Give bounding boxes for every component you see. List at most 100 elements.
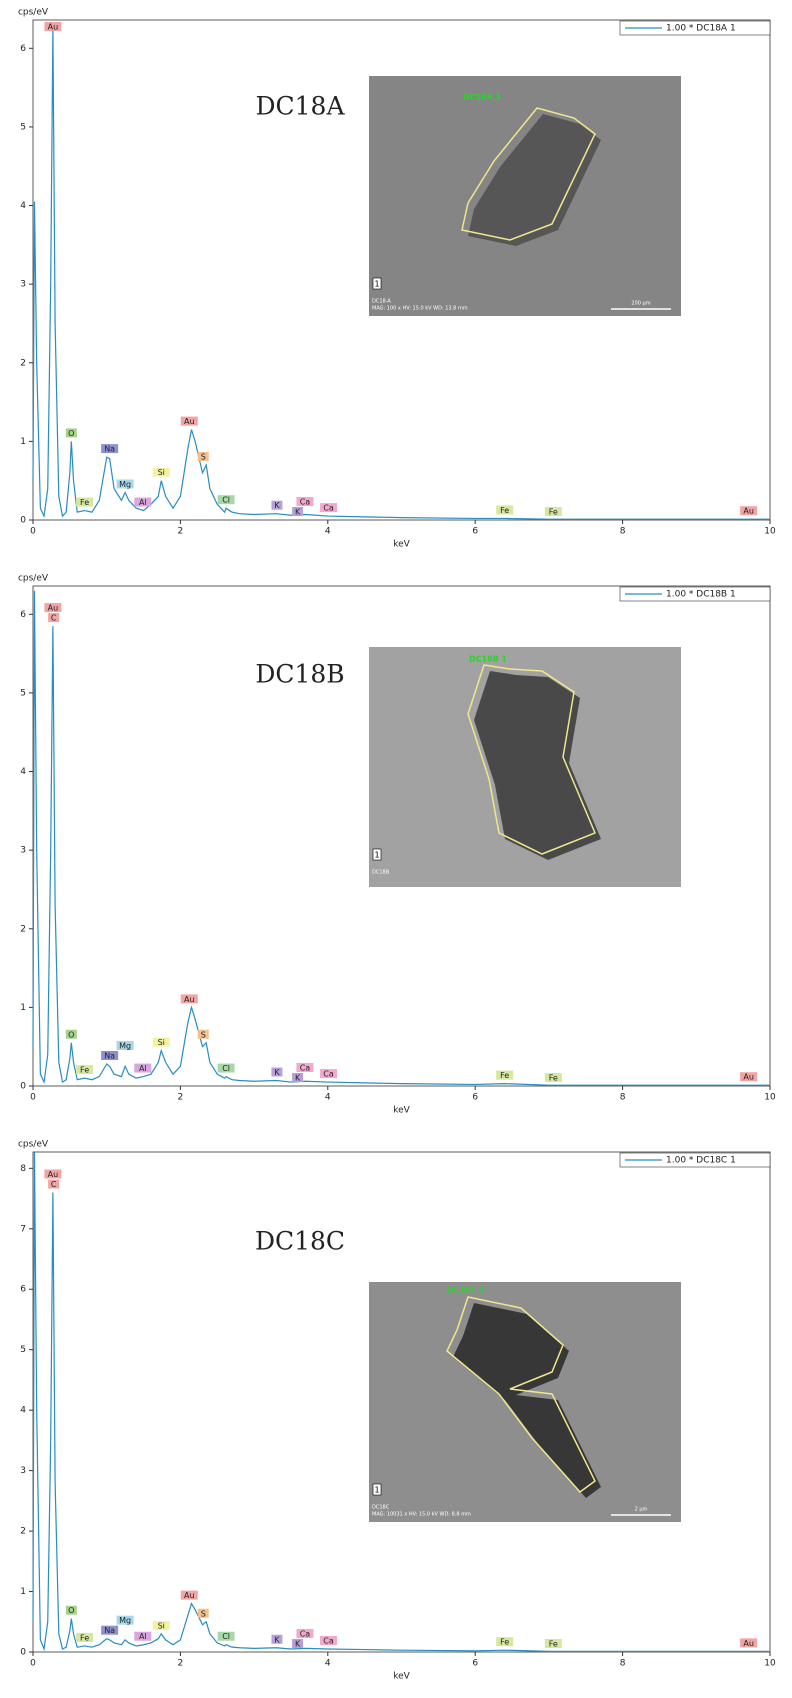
element-label: S: [201, 452, 206, 461]
y-tick-label: 7: [20, 1224, 26, 1234]
element-label: Na: [104, 1626, 115, 1635]
y-tick-label: 1: [20, 1587, 26, 1597]
y-tick-label: 2: [20, 358, 26, 368]
y-tick-label: 6: [20, 1285, 26, 1295]
y-tick-label: 4: [20, 767, 26, 777]
element-tag: [296, 1629, 314, 1638]
x-axis-label: keV: [393, 540, 410, 550]
element-label: Ca: [323, 1070, 334, 1079]
element-label: Al: [139, 1632, 147, 1641]
element-tag: [76, 497, 94, 507]
particle: [453, 1303, 601, 1498]
element-label: Fe: [500, 1638, 509, 1647]
element-label: Au: [743, 1639, 754, 1648]
x-tick-label: 2: [178, 1659, 184, 1669]
element-label: Ca: [300, 498, 311, 507]
element-tag: [44, 603, 62, 613]
region-label: DC18B 1: [469, 655, 508, 664]
marker-box: [372, 848, 382, 861]
x-axis-label: keV: [393, 1672, 410, 1682]
element-tag: [320, 1069, 338, 1079]
element-tag: [271, 1634, 283, 1644]
element-label: Fe: [80, 1066, 89, 1075]
element-label: Al: [139, 1064, 147, 1073]
sem-image: DC18B 1 1 DC18B: [369, 647, 681, 887]
element-tag: [217, 1631, 235, 1641]
element-label: Au: [184, 995, 195, 1004]
element-tag: [320, 503, 338, 513]
element-tag: [544, 507, 562, 516]
x-tick-label: 10: [764, 527, 776, 537]
element-label: Mg: [119, 1041, 131, 1050]
element-label: Mg: [119, 1616, 131, 1625]
x-tick-label: 6: [472, 527, 478, 537]
element-label: Na: [104, 1051, 115, 1060]
element-tag: [65, 1029, 77, 1039]
y-tick-label: 0: [20, 516, 26, 526]
y-tick-label: 8: [20, 1164, 26, 1174]
element-label: C: [51, 614, 57, 623]
element-tag: [65, 1605, 77, 1615]
element-label: K: [274, 501, 280, 510]
marker-box: [372, 277, 382, 290]
element-label: O: [68, 429, 74, 438]
x-tick-label: 10: [764, 1093, 776, 1103]
element-label: Au: [743, 1073, 754, 1082]
element-tag: [152, 1620, 170, 1630]
marker-box: [372, 1483, 382, 1496]
y-axis-label: cps/eV: [18, 574, 49, 584]
element-tag: [217, 495, 235, 505]
element-tag: [217, 1063, 235, 1073]
image-info: DC18B: [372, 870, 390, 876]
element-label: S: [201, 1609, 206, 1618]
element-tag: [152, 467, 170, 477]
element-label: Au: [48, 604, 59, 613]
element-tag: [496, 1637, 514, 1647]
x-tick-label: 0: [30, 1093, 36, 1103]
particle: [468, 114, 601, 246]
element-label: Fe: [500, 1071, 509, 1080]
scale-label: 2 µm: [635, 1507, 648, 1513]
y-axis-label: cps/eV: [18, 1140, 49, 1150]
element-label: Fe: [80, 498, 89, 507]
x-tick-label: 6: [472, 1659, 478, 1669]
region-outline: [446, 1296, 596, 1494]
element-tag: [101, 1625, 119, 1635]
spectrum-line: [32, 590, 770, 1086]
element-tag: [296, 1063, 314, 1072]
x-tick-label: 0: [30, 527, 36, 537]
legend-box: [619, 20, 771, 36]
element-tag: [740, 1638, 758, 1648]
plot-frame: [32, 1151, 771, 1653]
element-label: Au: [48, 1170, 59, 1179]
element-tag: [152, 1037, 170, 1047]
region-label: DC18A 1: [463, 93, 502, 102]
element-label: Fe: [549, 1640, 558, 1649]
marker: 1: [374, 851, 379, 860]
y-tick-label: 6: [20, 44, 26, 54]
element-label: Au: [184, 417, 195, 426]
element-label: Si: [158, 1038, 165, 1047]
y-tick-label: 2: [20, 924, 26, 934]
element-tag: [544, 1073, 562, 1082]
element-tag: [65, 428, 77, 438]
y-tick-label: 4: [20, 201, 26, 211]
plot-frame: [32, 19, 771, 521]
y-tick-label: 1: [20, 1003, 26, 1013]
element-tag: [116, 1040, 134, 1050]
element-label: Au: [184, 1591, 195, 1600]
image-info: MAG: 10031 x HV: 15.0 kV WD: 8.8 mm: [372, 1512, 471, 1518]
element-tag: [48, 613, 60, 623]
legend-label: 1.00 * DC18B 1: [666, 590, 736, 600]
element-tag: [116, 479, 134, 489]
sample-label: DC18B: [255, 660, 344, 689]
image-info: MAG: 100 x HV: 15.0 kV WD: 13.8 mm: [372, 306, 468, 312]
element-tag: [134, 1631, 152, 1641]
legend-label: 1.00 * DC18A 1: [666, 24, 736, 34]
x-tick-label: 8: [620, 1093, 626, 1103]
element-tag: [134, 1063, 152, 1073]
element-tag: [134, 497, 152, 507]
element-tag: [292, 1073, 304, 1082]
